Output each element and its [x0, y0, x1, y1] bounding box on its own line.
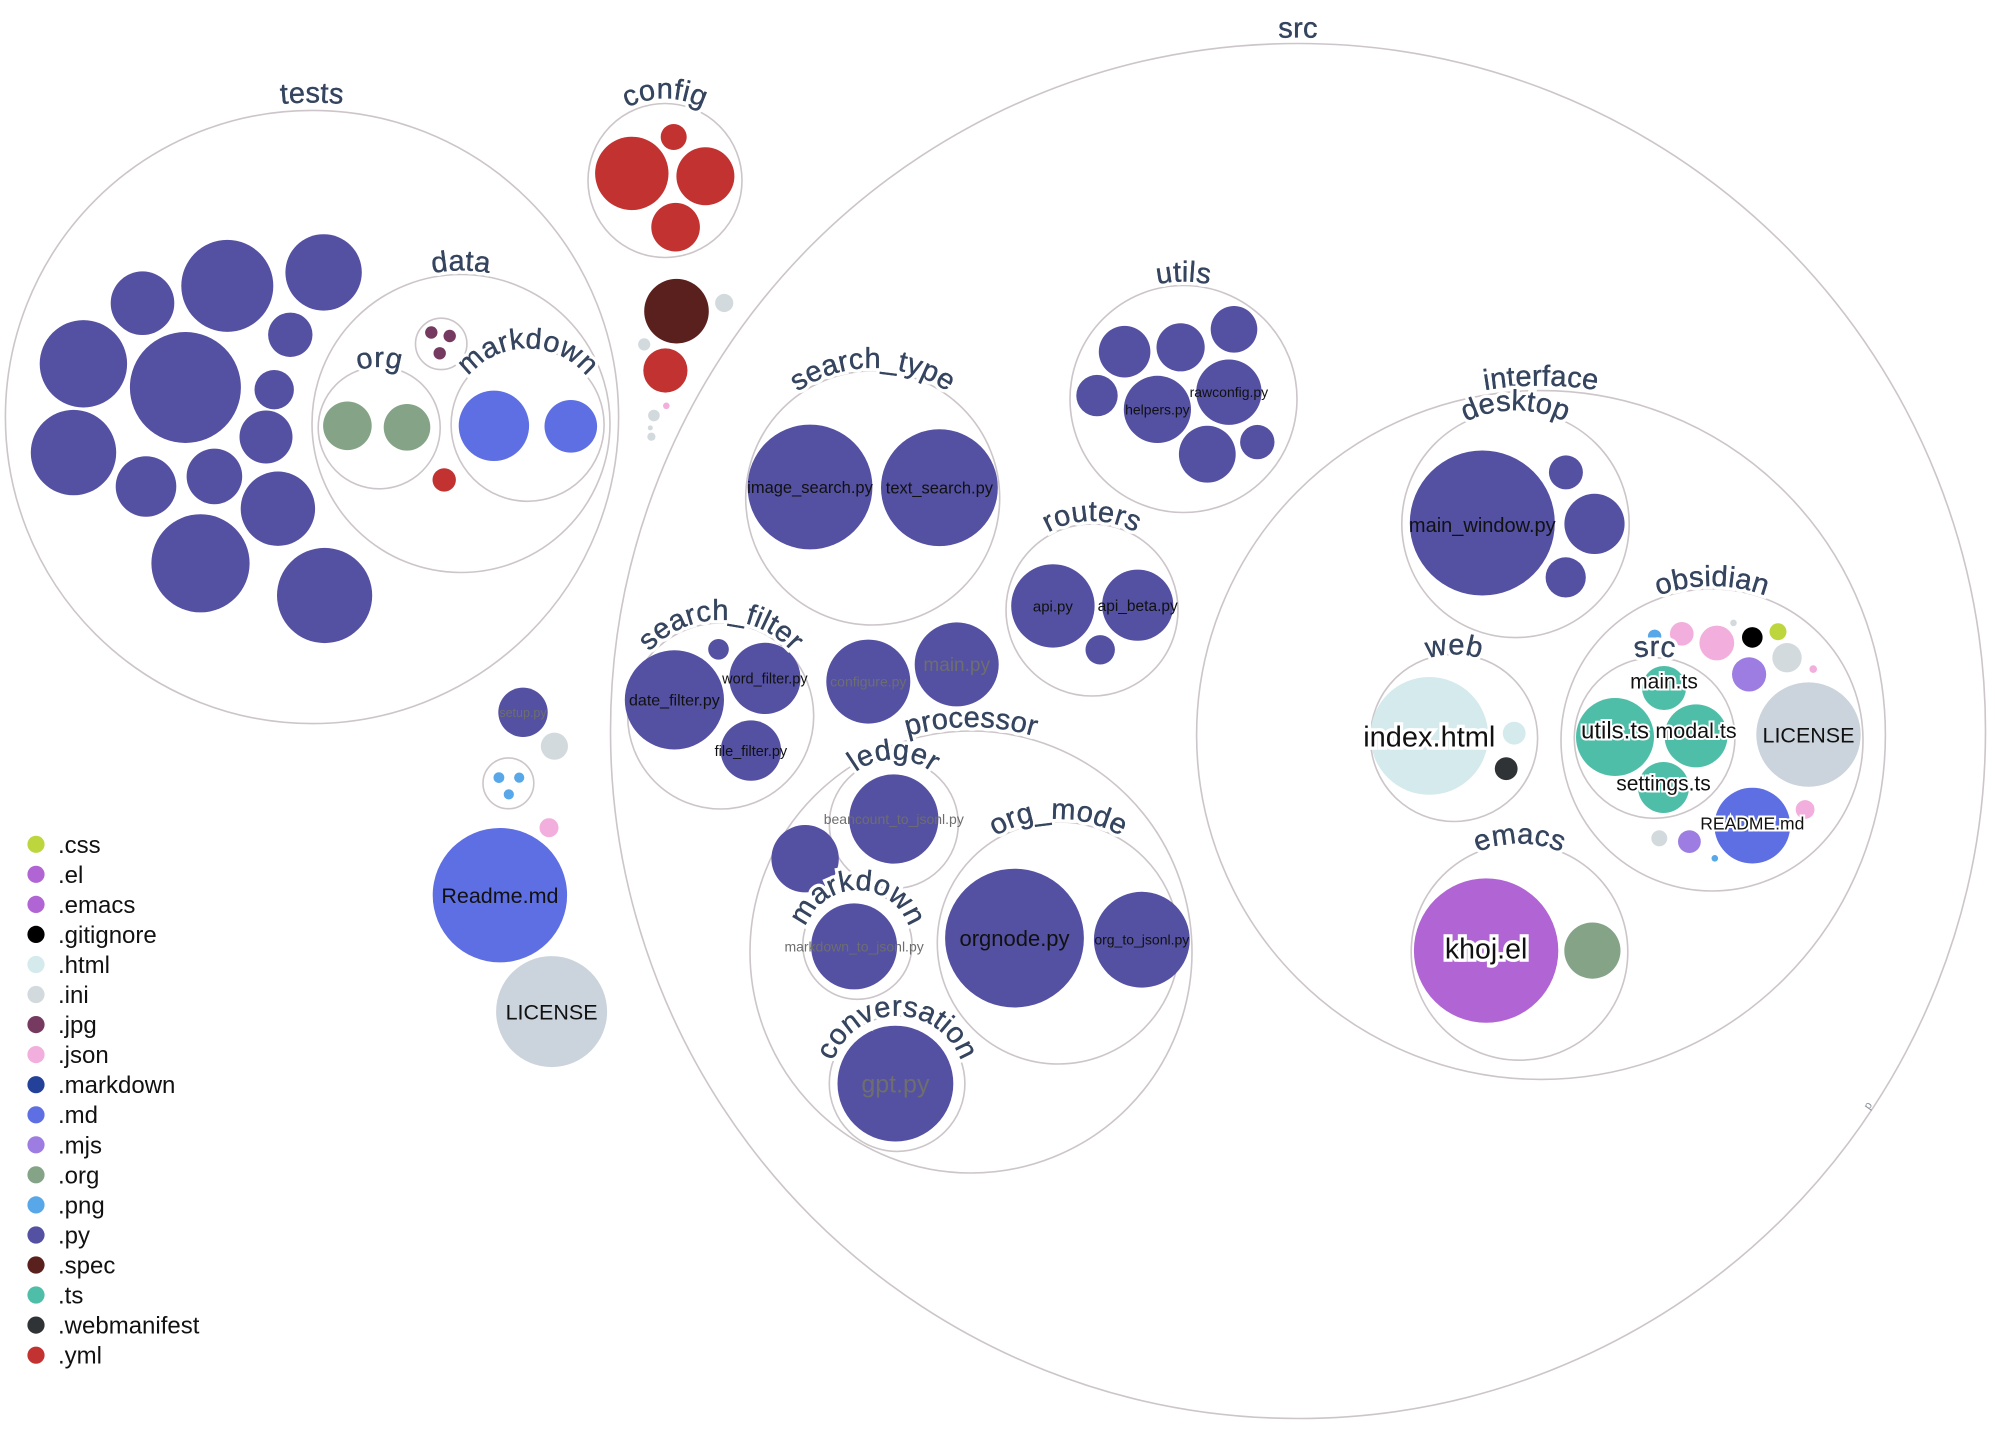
svg-text:image_search.py: image_search.py — [747, 479, 873, 497]
svg-text:khoj.el: khoj.el — [1445, 933, 1527, 965]
svg-text:.ts: .ts — [58, 1283, 83, 1310]
svg-text:.yml: .yml — [58, 1343, 102, 1370]
svg-text:settings.ts: settings.ts — [1616, 772, 1711, 795]
svg-text:tests: tests — [279, 77, 345, 111]
svg-text:.webmanifest: .webmanifest — [58, 1313, 200, 1340]
svg-text:src: src — [1278, 12, 1318, 44]
svg-text:.json: .json — [58, 1042, 109, 1069]
svg-text:org: org — [353, 342, 406, 377]
svg-text:src: src — [1631, 631, 1677, 665]
svg-text:rawconfig.py: rawconfig.py — [1190, 384, 1269, 400]
svg-text:modal.ts: modal.ts — [1655, 719, 1736, 743]
svg-text:gpt.py: gpt.py — [861, 1071, 930, 1099]
svg-text:tests: tests — [279, 77, 345, 111]
svg-text:api_beta.py: api_beta.py — [1098, 598, 1178, 615]
svg-text:data: data — [429, 245, 493, 280]
svg-text:.ini: .ini — [58, 982, 89, 1009]
svg-text:.py: .py — [58, 1223, 90, 1250]
svg-text:p: p — [1862, 1100, 1875, 1112]
svg-text:web: web — [1422, 629, 1487, 665]
svg-text:setup.py: setup.py — [499, 706, 547, 720]
svg-text:.png: .png — [58, 1192, 105, 1219]
svg-text:file_filter.py: file_filter.py — [715, 744, 788, 760]
svg-text:Readme.md: Readme.md — [441, 884, 558, 908]
svg-text:main.py: main.py — [923, 655, 990, 676]
svg-text:.spec: .spec — [58, 1253, 115, 1280]
svg-text:README.md: README.md — [1700, 814, 1804, 834]
svg-text:src: src — [1278, 12, 1318, 44]
svg-text:.md: .md — [58, 1102, 98, 1129]
svg-text:orgnode.py: orgnode.py — [959, 926, 1069, 951]
svg-text:org_to_jsonl.py: org_to_jsonl.py — [1094, 932, 1189, 948]
svg-text:index.html: index.html — [1363, 721, 1495, 753]
svg-text:main_window.py: main_window.py — [1409, 515, 1556, 537]
svg-text:utils: utils — [1154, 256, 1214, 291]
svg-text:.org: .org — [58, 1162, 99, 1189]
svg-text:date_filter.py: date_filter.py — [629, 693, 720, 710]
svg-text:utils.ts: utils.ts — [1581, 717, 1649, 744]
svg-text:.el: .el — [58, 862, 83, 889]
svg-text:beancount_to_jsonl.py: beancount_to_jsonl.py — [824, 811, 964, 827]
svg-text:.mjs: .mjs — [58, 1132, 102, 1159]
svg-text:api.py: api.py — [1033, 598, 1074, 615]
svg-text:.markdown: .markdown — [58, 1072, 175, 1099]
svg-text:interface: interface — [1481, 361, 1601, 397]
svg-text:.css: .css — [58, 832, 101, 859]
svg-text:.html: .html — [58, 952, 110, 979]
svg-text:markdown_to_jsonl.py: markdown_to_jsonl.py — [784, 938, 923, 954]
svg-text:web: web — [1422, 629, 1487, 665]
svg-text:main.ts: main.ts — [1630, 671, 1698, 694]
svg-text:configure.py: configure.py — [830, 674, 906, 690]
svg-text:text_search.py: text_search.py — [886, 480, 994, 498]
svg-text:LICENSE: LICENSE — [1762, 723, 1854, 747]
svg-text:src: src — [1631, 631, 1677, 665]
svg-text:LICENSE: LICENSE — [506, 1000, 598, 1024]
svg-text:org: org — [353, 342, 406, 377]
svg-text:utils: utils — [1154, 256, 1214, 291]
svg-text:.gitignore: .gitignore — [58, 922, 157, 949]
svg-text:data: data — [429, 245, 493, 280]
svg-text:.jpg: .jpg — [58, 1012, 97, 1039]
svg-text:word_filter.py: word_filter.py — [721, 672, 808, 688]
svg-text:helpers.py: helpers.py — [1125, 401, 1190, 417]
svg-text:.emacs: .emacs — [58, 892, 135, 919]
